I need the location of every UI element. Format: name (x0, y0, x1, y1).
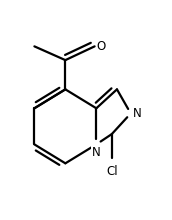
Text: N: N (92, 146, 101, 159)
Text: O: O (96, 40, 106, 53)
Text: Cl: Cl (106, 165, 118, 178)
Text: N: N (132, 107, 141, 120)
